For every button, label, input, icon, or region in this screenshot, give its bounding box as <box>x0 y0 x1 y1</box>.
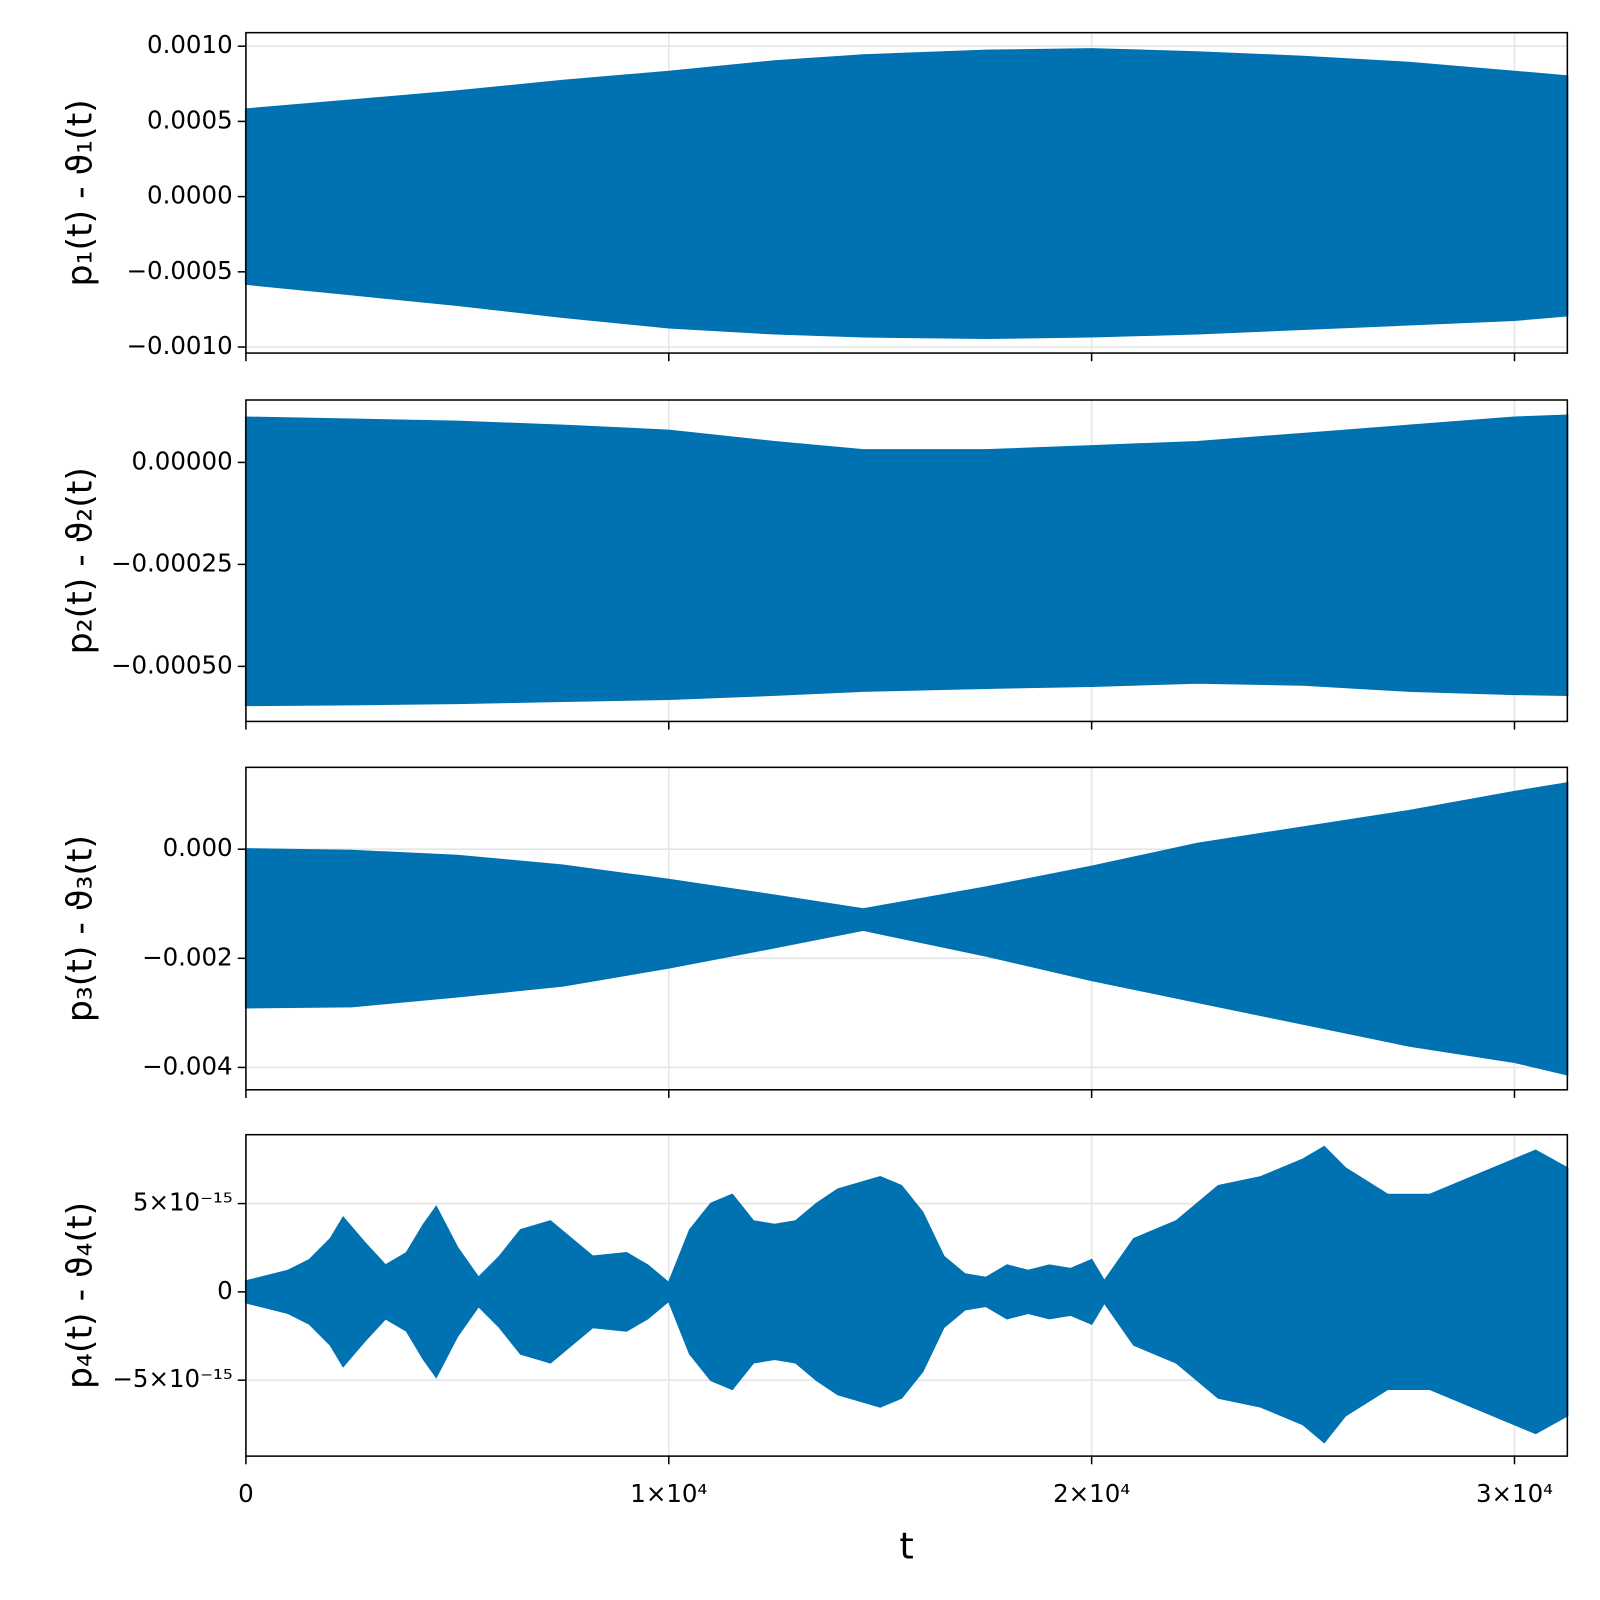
x-tick-label: 1×10⁴ <box>630 1479 707 1508</box>
y-tick-label: 0.0000 <box>147 181 233 210</box>
x-tick-label: 2×10⁴ <box>1053 1479 1130 1508</box>
y-tick-label: 5×10⁻¹⁵ <box>133 1188 233 1217</box>
y-tick-label: 0.000 <box>163 833 233 862</box>
y-tick-label: −0.002 <box>142 942 233 971</box>
y-tick-label: −0.0005 <box>127 256 233 285</box>
y-tick-label: −5×10⁻¹⁵ <box>112 1364 232 1393</box>
plot-frame <box>245 31 1569 354</box>
y-tick-label: −0.00050 <box>111 650 233 679</box>
plot-frame <box>245 766 1569 1091</box>
plot-frame <box>245 1133 1569 1457</box>
x-axis-label: t <box>899 1524 913 1567</box>
y-tick-label: 0 <box>217 1276 233 1305</box>
y-tick-label: −0.004 <box>142 1051 233 1080</box>
y-tick-label: 0.0010 <box>147 30 233 59</box>
band <box>244 1145 1569 1444</box>
y-tick-label: −0.0010 <box>127 331 233 360</box>
band <box>244 414 1569 707</box>
y-axis-label: p₄(t) - ϑ₄(t) <box>61 1202 101 1389</box>
y-axis-label: p₁(t) - ϑ₁(t) <box>61 99 101 286</box>
y-axis-label: p₃(t) - ϑ₃(t) <box>61 835 101 1022</box>
band <box>244 781 1569 1076</box>
y-tick-label: −0.00025 <box>111 548 233 577</box>
x-tick-label: 0 <box>238 1479 254 1508</box>
band <box>244 48 1569 340</box>
y-tick-label: 0.00000 <box>131 446 232 475</box>
y-axis-label: p₂(t) - ϑ₂(t) <box>61 467 101 654</box>
x-tick-label: 3×10⁴ <box>1476 1479 1553 1508</box>
plot-frame <box>245 399 1569 723</box>
y-tick-label: 0.0005 <box>147 105 233 134</box>
